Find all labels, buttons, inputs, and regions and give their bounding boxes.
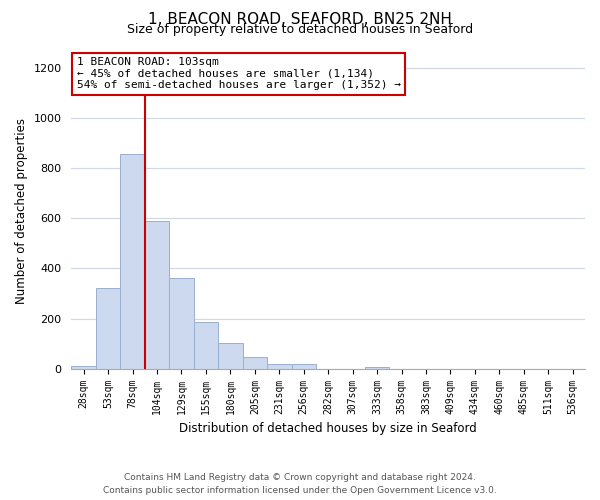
X-axis label: Distribution of detached houses by size in Seaford: Distribution of detached houses by size … (179, 422, 477, 435)
Text: 1 BEACON ROAD: 103sqm
← 45% of detached houses are smaller (1,134)
54% of semi-d: 1 BEACON ROAD: 103sqm ← 45% of detached … (77, 57, 401, 90)
Y-axis label: Number of detached properties: Number of detached properties (15, 118, 28, 304)
Bar (242, 357, 267, 368)
Bar (194, 322, 218, 368)
Bar (96, 288, 121, 368)
Text: Size of property relative to detached houses in Seaford: Size of property relative to detached ho… (127, 22, 473, 36)
Bar (365, 366, 389, 368)
Text: 1, BEACON ROAD, SEAFORD, BN25 2NH: 1, BEACON ROAD, SEAFORD, BN25 2NH (148, 12, 452, 28)
Bar (218, 343, 242, 368)
Bar (71, 366, 96, 368)
Text: Contains HM Land Registry data © Crown copyright and database right 2024.
Contai: Contains HM Land Registry data © Crown c… (103, 473, 497, 495)
Bar (292, 364, 316, 368)
Bar (169, 278, 194, 368)
Bar (267, 364, 292, 368)
Bar (145, 220, 169, 368)
Bar (121, 154, 145, 368)
